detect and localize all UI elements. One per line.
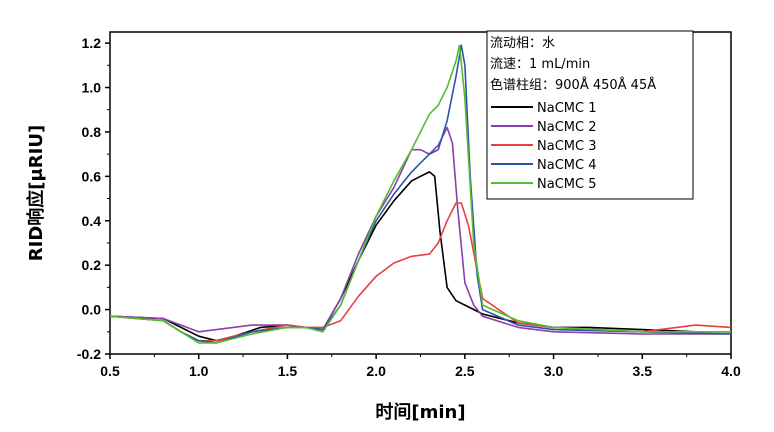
legend-entries: NaCMC 1 NaCMC 2 NaCMC 3 NaCMC 4 NaCMC 5 [491,101,596,192]
legend: 流动相：水 流速：1 mL/min 色谱柱组：900Å 450Å 45Å NaC… [486,30,694,200]
legend-label: NaCMC 2 [537,120,596,135]
y-tick-label: -0.2 [77,346,101,362]
legend-label: NaCMC 4 [537,158,596,173]
x-tick-label: 3.0 [544,363,564,379]
y-axis-ticks: -0.2 0.0 0.2 0.4 0.6 0.8 1.0 1.2 [77,35,110,362]
x-tick-label: 1.5 [278,363,298,379]
legend-label: NaCMC 3 [537,139,596,154]
legend-note-flow-rate: 流速：1 mL/min [490,57,590,72]
y-tick-label: 0.8 [82,124,102,140]
legend-note-mobile-phase: 流动相：水 [490,36,555,51]
x-tick-label: 4.0 [721,363,741,379]
x-axis-title: 时间[min] [375,402,465,423]
x-tick-label: 3.5 [633,363,653,379]
series-line-nacmc-3 [109,202,732,342]
legend-label: NaCMC 1 [537,101,596,116]
y-tick-label: 0.0 [82,302,102,318]
y-tick-label: 0.2 [82,257,102,273]
y-tick-label: 1.0 [82,80,102,96]
y-tick-label: 0.4 [82,213,102,229]
series-line-nacmc-5 [109,44,731,344]
y-tick-label: 0.6 [82,168,102,184]
y-axis-title: RID响应[μRIU] [25,125,47,261]
series-layer [109,44,732,344]
y-tick-label: 1.2 [82,35,102,51]
x-tick-label: 1.0 [189,363,209,379]
x-tick-label: 2.0 [366,363,386,379]
legend-label: NaCMC 5 [537,177,596,192]
x-tick-label: 2.5 [455,363,475,379]
legend-note-column-set: 色谱柱组：900Å 450Å 45Å [490,77,656,93]
x-axis-ticks: 0.5 1.0 1.5 2.0 2.5 3.0 3.5 4.0 [100,354,741,379]
x-tick-label: 0.5 [100,363,120,379]
legend-box [486,30,694,200]
